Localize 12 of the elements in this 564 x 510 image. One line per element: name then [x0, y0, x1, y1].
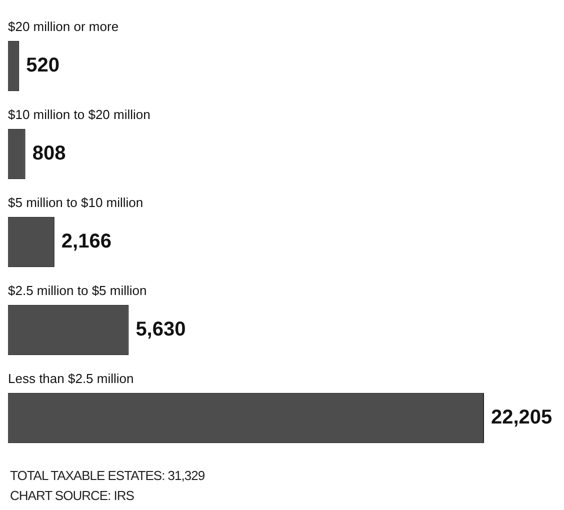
y-tick-label: $10 million to $20 million	[8, 107, 150, 122]
y-tick-label: $5 million to $10 million	[8, 195, 144, 210]
data-label: 2,166	[61, 230, 112, 253]
data-label: 808	[32, 142, 66, 165]
data-label: 22,205	[491, 406, 552, 429]
text: CHART SOURCE: IRS	[10, 487, 135, 505]
data-label: 5,630	[136, 318, 186, 341]
y-tick-label: $2.5 million to $5 million	[8, 283, 147, 298]
text: TOTAL TAXABLE ESTATES: 31,329	[10, 467, 205, 485]
data-label: 520	[26, 54, 60, 77]
y-tick-label: $20 million or more	[8, 19, 119, 34]
y-tick-label: Less than $2.5 million	[8, 371, 134, 386]
